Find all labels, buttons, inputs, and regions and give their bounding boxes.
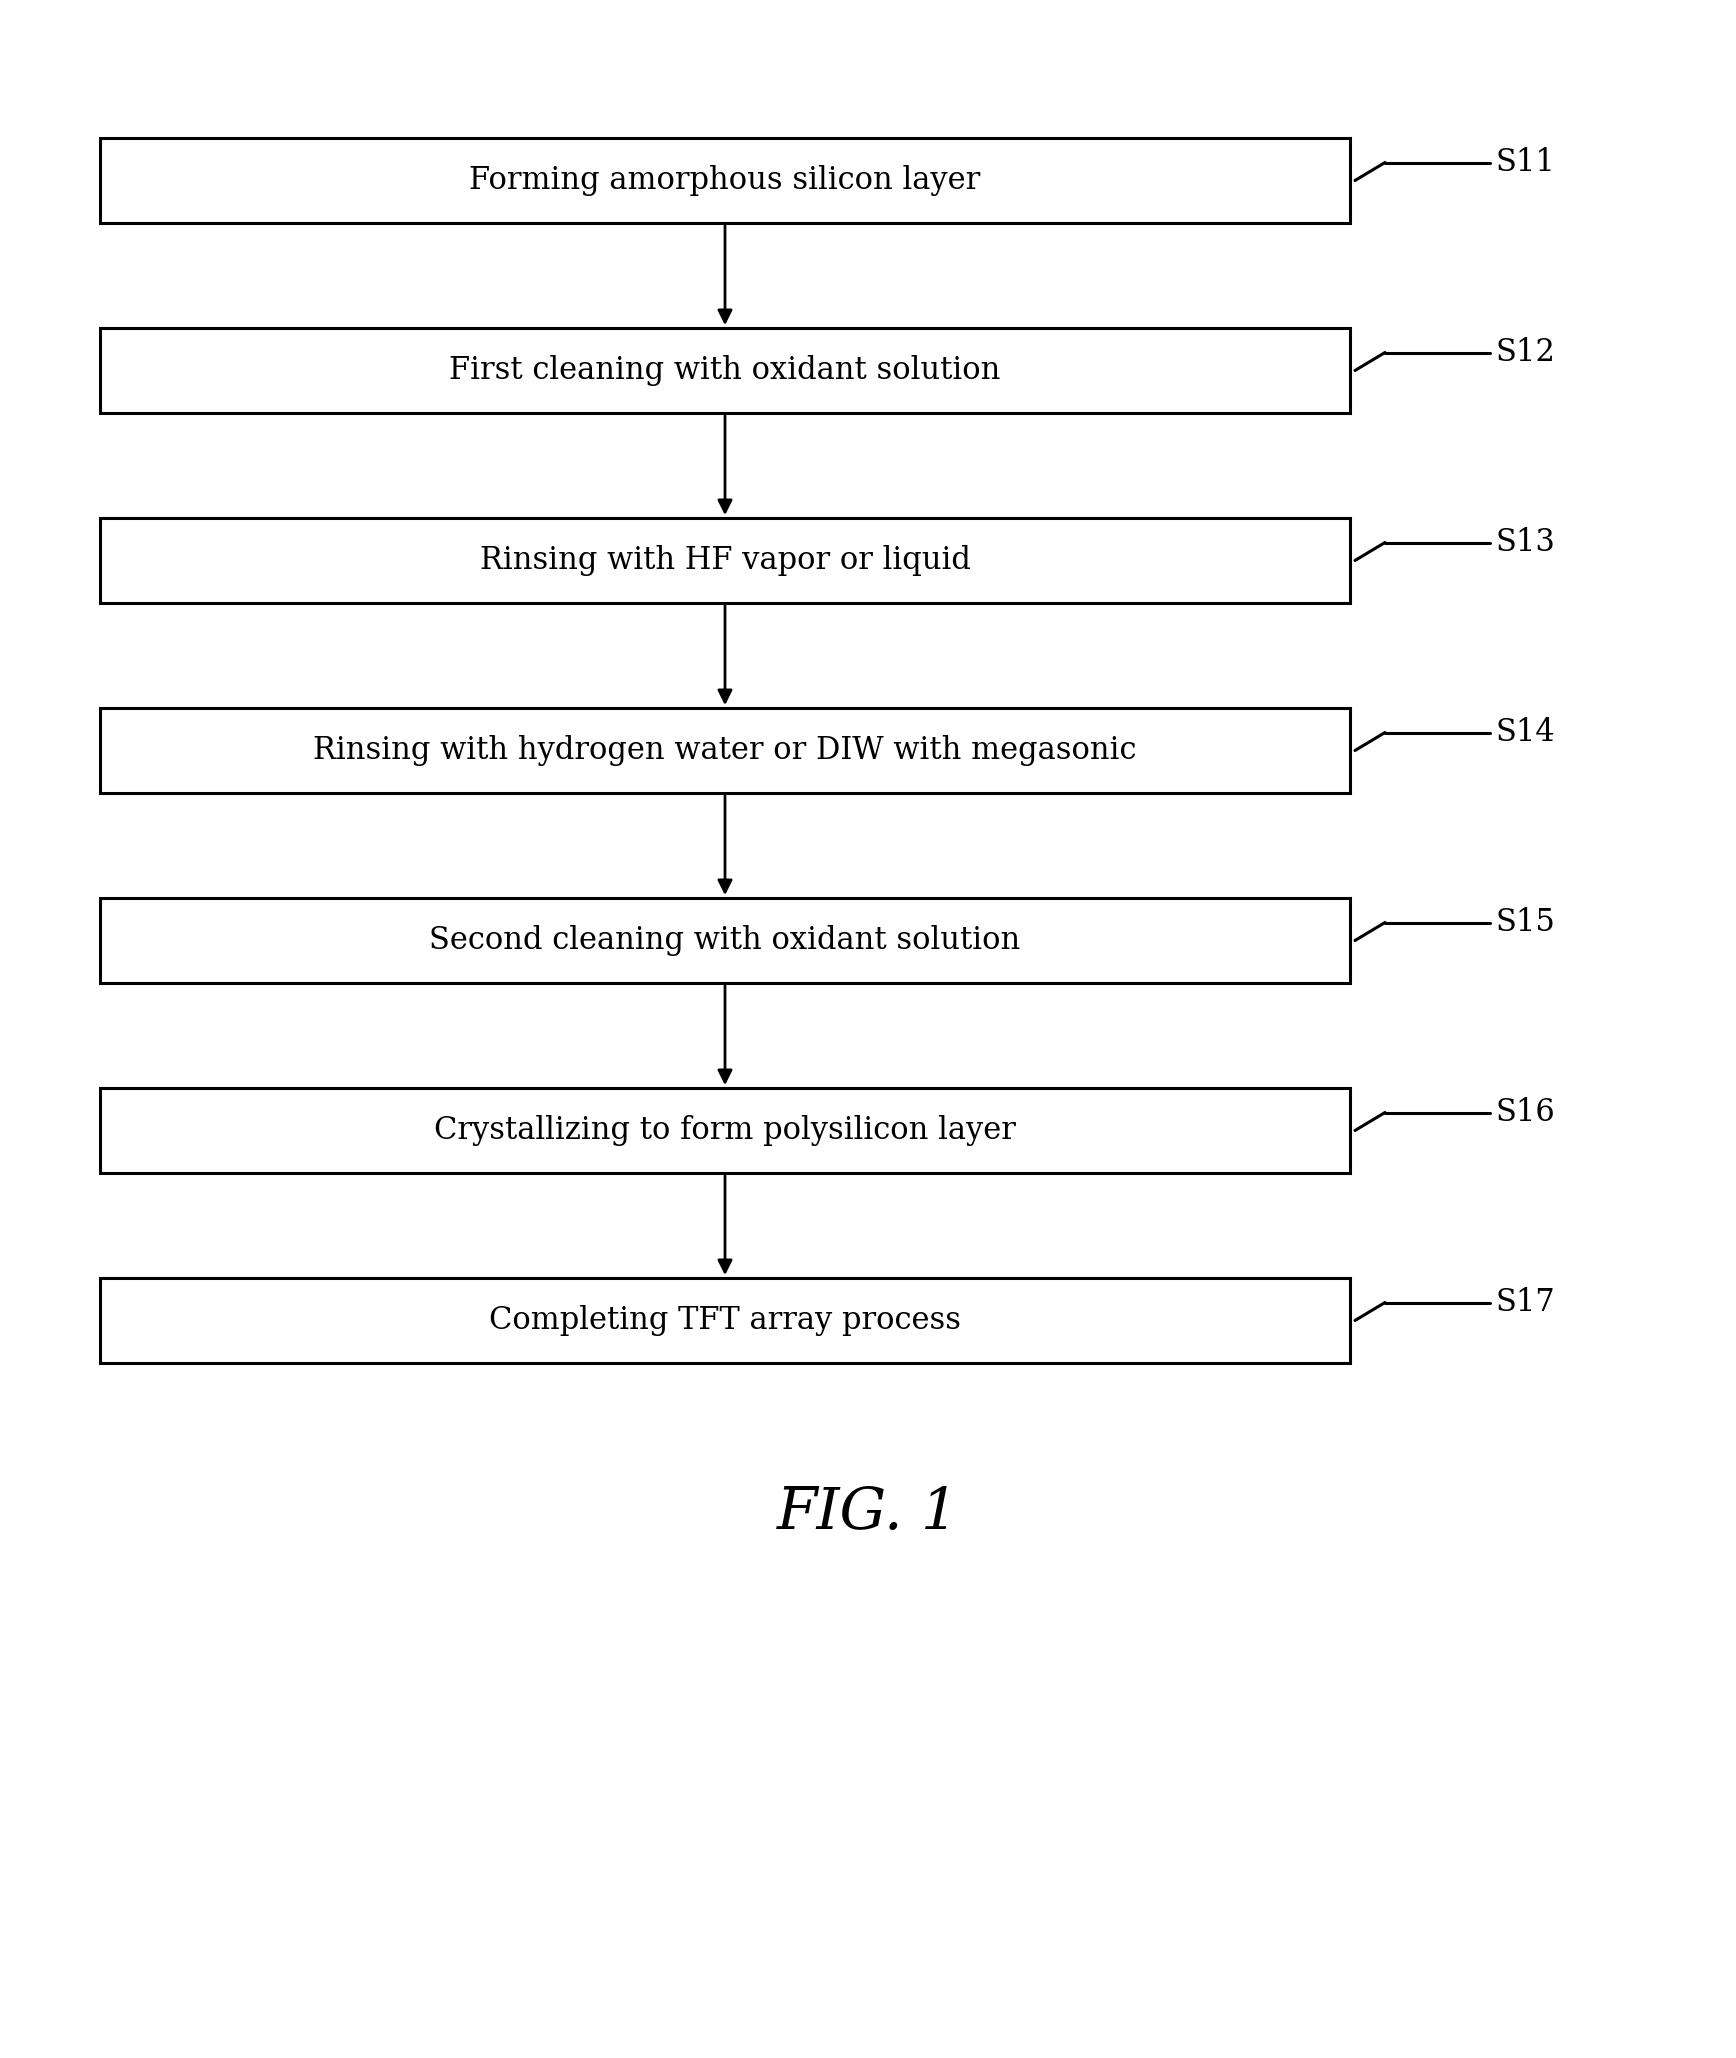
Bar: [101, 1278, 1351, 1362]
Text: Forming amorphous silicon layer: Forming amorphous silicon layer: [469, 165, 981, 196]
Text: First cleaning with oxidant solution: First cleaning with oxidant solution: [450, 354, 1000, 387]
Text: Rinsing with hydrogen water or DIW with megasonic: Rinsing with hydrogen water or DIW with …: [312, 735, 1137, 766]
Text: S17: S17: [1495, 1286, 1555, 1317]
Text: Crystallizing to form polysilicon layer: Crystallizing to form polysilicon layer: [434, 1115, 1016, 1146]
Text: S15: S15: [1495, 908, 1555, 938]
Text: Second cleaning with oxidant solution: Second cleaning with oxidant solution: [429, 924, 1021, 957]
Text: Completing TFT array process: Completing TFT array process: [490, 1305, 962, 1336]
Bar: [101, 897, 1351, 984]
Text: S16: S16: [1495, 1097, 1555, 1128]
Text: Rinsing with HF vapor or liquid: Rinsing with HF vapor or liquid: [479, 545, 970, 576]
Bar: [101, 519, 1351, 603]
Bar: [101, 708, 1351, 792]
Text: S12: S12: [1495, 338, 1555, 368]
Text: S13: S13: [1495, 527, 1555, 558]
Text: S11: S11: [1495, 146, 1555, 177]
Text: FIG. 1: FIG. 1: [778, 1484, 958, 1541]
Bar: [101, 1089, 1351, 1173]
Bar: [101, 327, 1351, 414]
Text: S14: S14: [1495, 716, 1555, 747]
Bar: [101, 138, 1351, 222]
